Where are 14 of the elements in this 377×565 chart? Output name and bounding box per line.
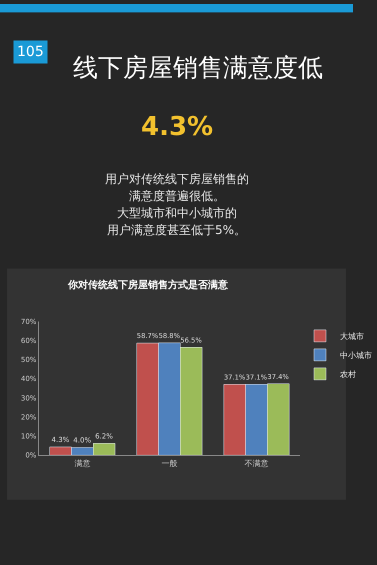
text: 用户对传统线下房屋销售的: [105, 172, 249, 186]
text: 用户满意度甚至低于5%。: [107, 223, 246, 237]
legend-label: 大城市: [340, 332, 364, 342]
text: 大型城市和中小城市的: [117, 206, 237, 220]
chart-title: 线下房屋销售满意度低: [73, 53, 323, 82]
x-tick-label: 一般: [161, 458, 178, 468]
text: 4.3%: [141, 112, 214, 142]
legend-label: 中小城市: [340, 351, 372, 360]
chart-subtitle: 你对传统线下房屋销售方式是否满意: [67, 279, 229, 291]
x-tick-label: 满意: [74, 458, 90, 468]
x-tick-label: 不满意: [244, 458, 269, 468]
text: 105: [17, 44, 44, 60]
legend-label: 农村: [340, 370, 356, 380]
text: 满意度普遍很低。: [129, 189, 225, 203]
